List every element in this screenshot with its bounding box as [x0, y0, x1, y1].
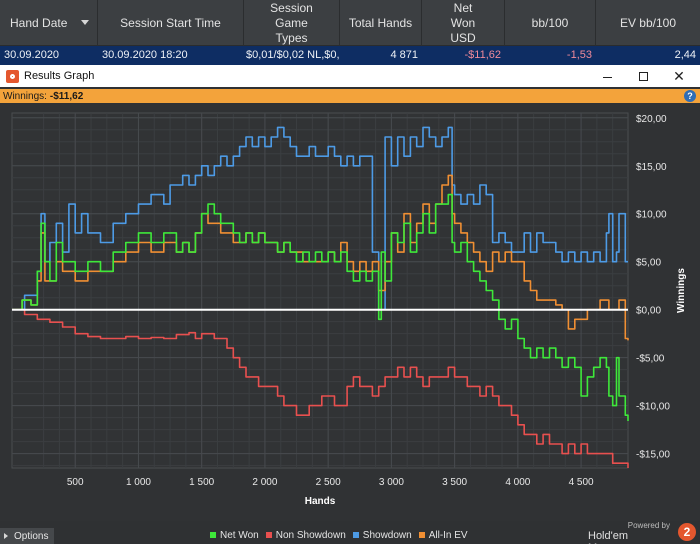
- x-tick-label: 2 500: [316, 477, 341, 488]
- legend-item-showdown[interactable]: Showdown: [352, 529, 412, 541]
- legend-label-net-won: Net Won: [220, 529, 259, 541]
- powered-by-text: Powered by: [627, 521, 670, 530]
- table-row[interactable]: 30.09.2020 30.09.2020 18:20 $0,01/$0,02 …: [0, 46, 700, 65]
- cell-session-start: 30.09.2020 18:20: [102, 49, 188, 61]
- cell-total-hands: 4 871: [390, 49, 418, 61]
- y-tick-label: -$10,00: [636, 402, 670, 413]
- column-total-hands-label: Total Hands: [348, 15, 413, 30]
- series-line-net-won: [12, 193, 629, 421]
- y-axis-title: Winnings: [676, 268, 687, 313]
- maximize-icon: [638, 71, 648, 81]
- x-tick-label: 500: [67, 477, 84, 488]
- column-session-start[interactable]: Session Start Time: [98, 0, 244, 46]
- column-game-types[interactable]: Session Game Types: [244, 0, 340, 46]
- help-icon[interactable]: ?: [684, 90, 696, 102]
- legend-label-showdown: Showdown: [362, 529, 412, 541]
- column-bb100-label: bb/100: [531, 15, 569, 30]
- results-chart-area: 500 1 000 1 500 2 000 2 500 3 000 3 500 4 000 4 …: [0, 103, 700, 521]
- x-tick-label: 3 000: [379, 477, 404, 488]
- hm-logo-icon: 2: [678, 523, 696, 541]
- column-bb100[interactable]: bb/100: [505, 0, 596, 46]
- legend-item-non-showdown[interactable]: Non Showdown: [265, 529, 346, 541]
- sort-desc-icon[interactable]: [81, 20, 89, 25]
- legend-label-allin-ev: All-In EV: [428, 529, 468, 541]
- legend-swatch-net-won: [210, 532, 216, 538]
- column-session-start-label: Session Start Time: [120, 15, 221, 30]
- column-hand-date-label: Hand Date: [10, 15, 68, 30]
- minimize-button[interactable]: [590, 65, 624, 87]
- y-tick-label: -$5,00: [636, 354, 665, 365]
- winnings-value: -$11,62: [49, 90, 84, 102]
- sessions-table-header: Hand Date Session Start Time Session Gam…: [0, 0, 700, 46]
- y-tick-label: $20,00: [636, 114, 667, 125]
- y-tick-label: $15,00: [636, 162, 667, 173]
- series-line-allin-ev: [12, 174, 629, 341]
- winnings-bar: Winnings: -$11,62 ?: [0, 89, 700, 103]
- column-total-hands[interactable]: Total Hands: [340, 0, 422, 46]
- legend-swatch-allin-ev: [418, 532, 425, 538]
- y-tick-label: $10,00: [636, 210, 667, 221]
- window-title: Results Graph: [24, 70, 95, 82]
- legend-swatch-showdown: [352, 532, 359, 538]
- column-net-won-label: Net Won USD: [450, 0, 476, 45]
- column-game-types-label: Session Game Types: [270, 0, 313, 45]
- cell-hand-date: 30.09.2020: [4, 49, 60, 61]
- y-tick-label: -$15,00: [636, 450, 670, 461]
- x-tick-label: 3 500: [442, 477, 467, 488]
- maximize-button[interactable]: [626, 65, 660, 87]
- close-button[interactable]: ✕: [662, 65, 696, 87]
- x-tick-label: 1 000: [126, 477, 151, 488]
- brand-name: Hold'em Manager: [588, 530, 631, 544]
- results-graph-titlebar: Results Graph ✕: [0, 65, 700, 87]
- x-tick-label: 4 500: [569, 477, 594, 488]
- legend-label-non-showdown: Non Showdown: [275, 529, 346, 541]
- minimize-icon: [602, 76, 612, 78]
- series-line-non-showdown: [12, 308, 629, 468]
- cell-ev-bb100: 2,44: [674, 49, 696, 61]
- options-label: Options: [14, 530, 49, 542]
- cell-bb100: -1,53: [566, 49, 592, 61]
- hm-app-icon: [6, 69, 19, 83]
- legend-item-allin-ev[interactable]: All-In EV: [418, 529, 468, 541]
- hm-branding: Powered by Hold'em Manager 2: [588, 521, 700, 544]
- options-toggle[interactable]: Options: [0, 528, 54, 544]
- y-tick-label: $5,00: [636, 258, 661, 269]
- cell-game-types: $0,01/$0,02 NL,$0,0: [246, 49, 340, 61]
- column-net-won[interactable]: Net Won USD: [422, 0, 505, 46]
- cell-net-won: -$11,62: [464, 49, 502, 61]
- column-hand-date[interactable]: Hand Date: [0, 0, 98, 46]
- x-tick-label: 1 500: [189, 477, 214, 488]
- series-line-showdown: [12, 126, 628, 311]
- x-axis-title: Hands: [305, 496, 336, 507]
- legend-item-net-won[interactable]: Net Won: [210, 530, 259, 541]
- column-ev-bb100[interactable]: EV bb/100: [596, 0, 700, 46]
- winnings-label: Winnings:: [3, 90, 47, 102]
- chart-legend: Net Won Non Showdown Showdown All-In EV: [210, 528, 475, 542]
- column-ev-bb100-label: EV bb/100: [619, 15, 677, 30]
- x-tick-label: 4 000: [505, 477, 530, 488]
- y-tick-label: $0,00: [636, 306, 661, 317]
- results-chart: 500 1 000 1 500 2 000 2 500 3 000 3 500 4 000 4 …: [11, 112, 687, 507]
- expand-arrow-icon: [4, 533, 8, 539]
- legend-swatch-non-showdown: [265, 532, 272, 538]
- plot-background: [11, 112, 629, 469]
- x-tick-label: 2 000: [252, 477, 277, 488]
- close-icon: ✕: [673, 67, 685, 84]
